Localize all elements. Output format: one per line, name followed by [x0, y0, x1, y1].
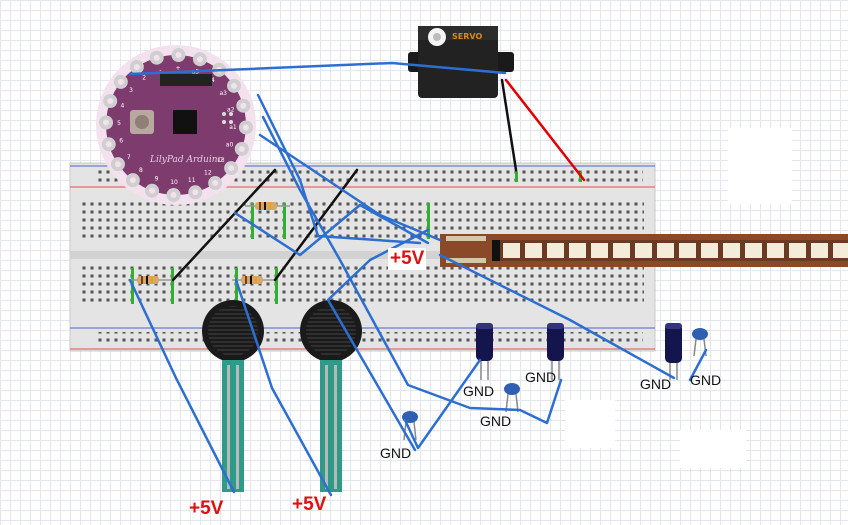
lilypad-pin-label: 11	[188, 177, 196, 184]
flex-sensor-segment	[635, 243, 652, 258]
flex-sensor-segment	[591, 243, 608, 258]
lilypad-pin-label: 2	[142, 75, 146, 82]
flex-sensor-segment	[525, 243, 542, 258]
gnd-elec-1-label: GND	[463, 383, 495, 399]
servo-motor: SERVO	[408, 26, 514, 98]
flex-sensor-segment	[745, 243, 762, 258]
ceramic-capacitor-right	[692, 328, 708, 357]
lilypad-pad-hole	[242, 124, 249, 131]
lilypad-pad-hole	[133, 63, 140, 70]
lilypad-pin-label: 3	[129, 87, 133, 94]
lilypad-pin-label: 5	[117, 120, 121, 127]
lilypad-pad-hole	[153, 54, 160, 61]
plus5v-fsr-left-label: +5V	[189, 498, 224, 519]
lilypad-pad-hole	[149, 187, 156, 194]
resistor-left	[128, 276, 172, 284]
lilypad-pad-hole	[238, 145, 245, 152]
lilypad-pin-label: 4	[121, 103, 125, 110]
lilypad-pin-label: 12	[204, 169, 212, 176]
lilypad-pin-label: a3	[220, 90, 228, 97]
flex-sensor-segment	[569, 243, 586, 258]
plus5v-flex-label: +5V	[388, 248, 427, 270]
lilypad-pad-hole	[105, 141, 112, 148]
lilypad-pad-hole	[175, 52, 182, 59]
lilypad-header	[160, 74, 212, 86]
gnd-elec-2-label: GND	[525, 369, 557, 385]
lilypad-pad-hole	[192, 189, 199, 196]
force-sensor-left	[202, 300, 264, 492]
lilypad-pad-hole	[107, 98, 114, 105]
resistor-right	[232, 276, 276, 284]
flex-sensor-segment	[723, 243, 740, 258]
lilypad-pad-hole	[114, 161, 121, 168]
lilypad-pin-label: +	[175, 65, 180, 72]
gnd-cap-left-label: GND	[380, 445, 412, 461]
gnd-cap-right-label: GND	[690, 372, 722, 388]
lilypad-pad-hole	[117, 78, 124, 85]
flex-sensor-segment	[613, 243, 630, 258]
flex-sensor	[440, 234, 848, 267]
lilypad-pin-label: -	[159, 67, 161, 74]
lilypad-pin-label: 7	[127, 154, 131, 161]
signal-wires	[128, 61, 708, 497]
electrolytic-capacitor-2	[547, 323, 564, 380]
lilypad-pad-hole	[103, 119, 110, 126]
wires	[128, 61, 708, 497]
flex-sensor-segment	[503, 243, 520, 258]
lilypad-pin-label: 9	[155, 176, 159, 183]
lilypad-pin-label: 6	[119, 138, 123, 145]
flex-sensor-segment	[679, 243, 696, 258]
electrolytic-capacitor-1	[476, 323, 493, 380]
power-wire	[504, 78, 586, 182]
lilypad-pin-label: 13	[217, 157, 225, 164]
blank-patches	[565, 128, 792, 468]
lilypad-chip	[173, 110, 197, 134]
gnd-cap-mid-label: GND	[480, 413, 512, 429]
lilypad-logo: LilyPad Arduino	[149, 155, 223, 165]
flex-sensor-segment	[547, 243, 564, 258]
flex-sensor-segment	[767, 243, 784, 258]
lilypad-pad-hole	[231, 82, 238, 89]
lilypad-pad-hole	[240, 102, 247, 109]
lilypad-pin-label: 8	[139, 167, 143, 174]
force-sensor-right	[300, 300, 362, 492]
gnd-elec-3-label: GND	[640, 376, 672, 392]
lilypad-pad-hole	[228, 165, 235, 172]
flex-sensor-segment	[833, 243, 848, 258]
ceramic-capacitor-mid	[504, 383, 520, 413]
flex-sensor-segment	[657, 243, 674, 258]
lilypad-pad-hole	[170, 191, 177, 198]
flex-sensor-segment	[789, 243, 806, 258]
lilypad-pin-label: a2	[227, 106, 235, 113]
ceramic-capacitor-left	[402, 411, 418, 441]
plus5v-fsr-right-label: +5V	[292, 494, 327, 515]
resistor-top	[245, 202, 290, 210]
lilypad-pin-label: 10	[170, 179, 178, 186]
flex-sensor-segment	[811, 243, 828, 258]
ground-wires	[171, 78, 518, 282]
lilypad-pad-hole	[212, 180, 219, 187]
center-channel	[70, 251, 655, 259]
lilypad-pad-hole	[196, 56, 203, 63]
lilypad-pin-label: a1	[229, 124, 237, 131]
servo-label: SERVO	[452, 32, 482, 41]
electrolytic-capacitor-3	[665, 323, 682, 380]
lilypad-pad-hole	[129, 177, 136, 184]
lilypad-pin-label: a0	[226, 141, 234, 148]
flex-sensor-segment	[701, 243, 718, 258]
